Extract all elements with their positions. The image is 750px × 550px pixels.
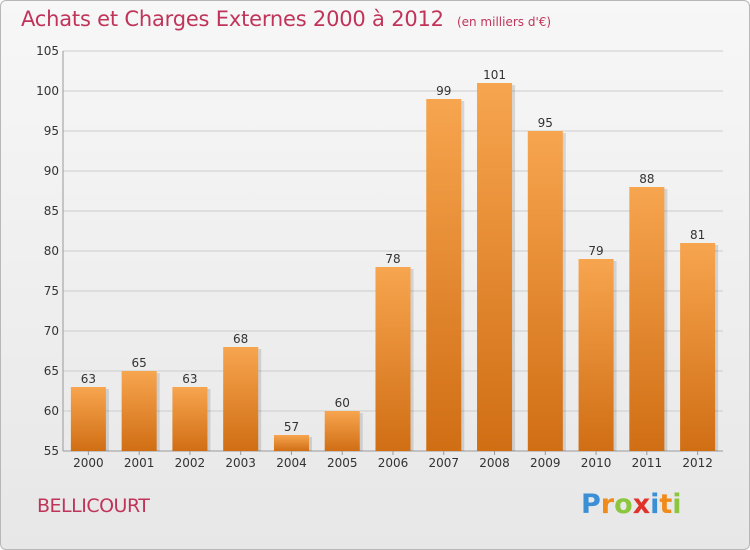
data-label: 78 xyxy=(385,252,400,266)
title-row: Achats et Charges Externes 2000 à 2012 (… xyxy=(21,7,551,31)
data-label: 81 xyxy=(690,228,705,242)
logo-letter: t xyxy=(659,489,673,520)
bar xyxy=(324,411,360,451)
proxiti-logo[interactable]: Proxiti xyxy=(581,489,682,520)
x-tick-label: 2001 xyxy=(124,456,155,470)
place-name: BELLICOURT xyxy=(37,495,150,517)
x-tick-label: 2012 xyxy=(682,456,713,470)
logo-letter: i xyxy=(672,489,682,520)
bar xyxy=(375,267,411,451)
bar xyxy=(680,243,716,451)
x-tick-label: 2002 xyxy=(175,456,206,470)
x-tick-label: 2009 xyxy=(530,456,561,470)
x-tick-label: 2011 xyxy=(632,456,663,470)
y-tick-label: 85 xyxy=(44,204,59,218)
axes: 55 60 65 70 75 80 85 90 95 100 105 2000 2001 2002 2003… xyxy=(36,44,723,470)
y-tick-label: 100 xyxy=(36,84,59,98)
y-tick-label: 105 xyxy=(36,44,59,58)
bar xyxy=(121,371,157,451)
y-tick-label: 65 xyxy=(44,364,59,378)
data-label: 88 xyxy=(639,172,654,186)
x-tick-label: 2007 xyxy=(428,456,459,470)
x-tick-label: 2008 xyxy=(479,456,510,470)
data-label: 101 xyxy=(483,68,506,82)
chart-subtitle: (en milliers d'€) xyxy=(456,15,552,29)
y-tick-label: 95 xyxy=(44,124,59,138)
y-tick-label: 55 xyxy=(44,444,59,458)
x-tick-label: 2003 xyxy=(225,456,256,470)
y-tick-label: 90 xyxy=(44,164,59,178)
logo-letter: P xyxy=(581,489,601,520)
data-label: 95 xyxy=(538,116,553,130)
x-tick-label: 2006 xyxy=(378,456,409,470)
bar xyxy=(223,347,259,451)
bar xyxy=(70,387,106,451)
y-tick-label: 60 xyxy=(44,404,59,418)
data-label: 65 xyxy=(132,356,147,370)
bar xyxy=(477,83,513,451)
y-tick-label: 75 xyxy=(44,284,59,298)
logo-letter: x xyxy=(632,489,651,520)
logo-letter: i xyxy=(650,489,660,520)
data-label: 63 xyxy=(182,372,197,386)
data-label: 68 xyxy=(233,332,248,346)
bars xyxy=(70,83,719,451)
y-tick-label: 80 xyxy=(44,244,59,258)
logo-letter: r xyxy=(600,489,615,520)
x-tick-label: 2004 xyxy=(276,456,307,470)
y-tick-label: 70 xyxy=(44,324,59,338)
bar xyxy=(578,259,614,451)
data-label: 57 xyxy=(284,420,299,434)
bar xyxy=(172,387,208,451)
x-tick-label: 2005 xyxy=(327,456,358,470)
bar xyxy=(426,99,462,451)
logo-letter: o xyxy=(614,489,633,520)
bar xyxy=(527,131,563,451)
data-label: 63 xyxy=(81,372,96,386)
data-label: 60 xyxy=(335,396,350,410)
x-tick-label: 2010 xyxy=(581,456,612,470)
x-tick-label: 2000 xyxy=(73,456,104,470)
data-label: 79 xyxy=(588,244,603,258)
data-label: 99 xyxy=(436,84,451,98)
bar xyxy=(273,435,309,451)
data-labels: 63 65 63 68 57 60 78 99 101 95 79 88 81 xyxy=(81,68,706,434)
chart-title: Achats et Charges Externes 2000 à 2012 xyxy=(21,7,444,31)
bar xyxy=(629,187,665,451)
